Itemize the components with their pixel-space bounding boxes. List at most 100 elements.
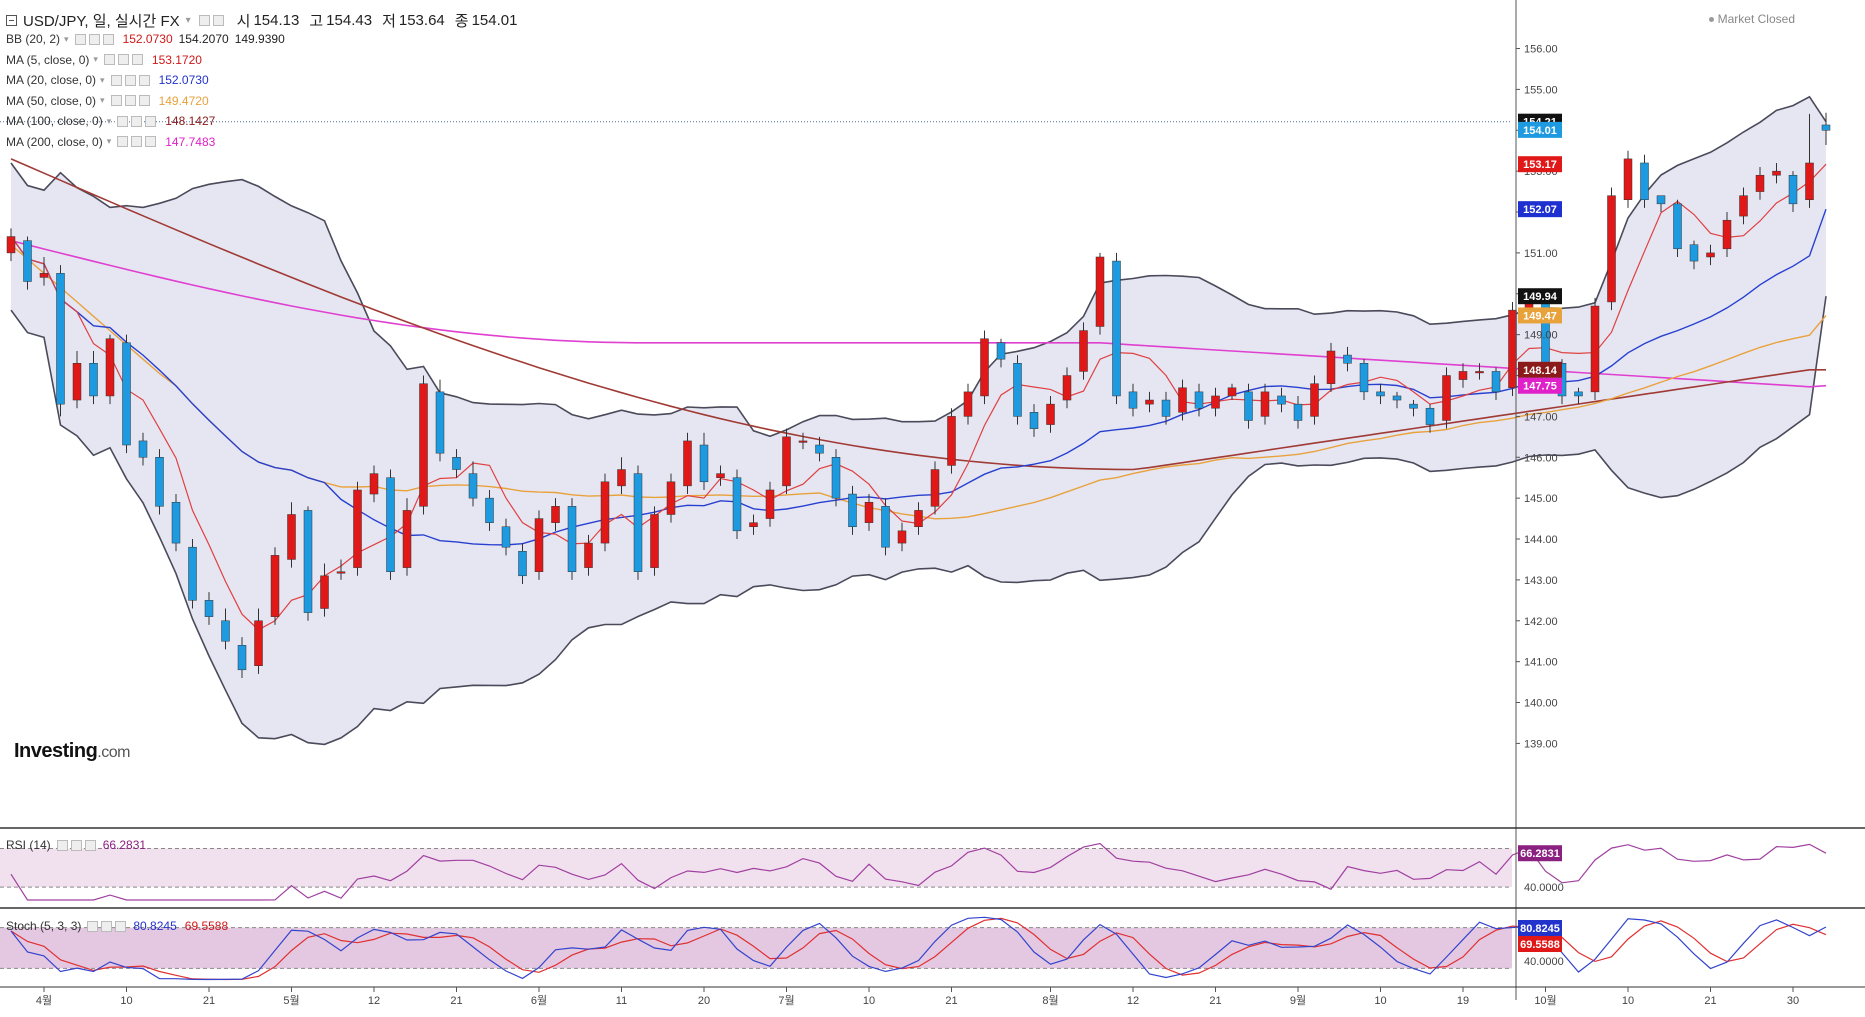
close-icon[interactable] <box>131 54 143 65</box>
settings-icon[interactable] <box>74 33 86 45</box>
visibility-icon[interactable] <box>124 95 136 106</box>
candle <box>1788 171 1798 213</box>
settings-icon[interactable] <box>198 15 210 26</box>
legend-label[interactable]: MA (20, close, 0) <box>6 73 97 87</box>
close-icon[interactable] <box>145 115 157 127</box>
candle <box>1029 404 1039 437</box>
settings-icon[interactable] <box>110 95 122 106</box>
candle-body <box>1425 407 1435 425</box>
low-label: 저 <box>382 13 396 30</box>
candle-body <box>1211 395 1220 409</box>
candle <box>716 465 725 486</box>
legend-label[interactable]: MA (100, close, 0) <box>6 114 103 128</box>
close-icon[interactable] <box>115 920 127 932</box>
chevron-down-icon[interactable]: ▾ <box>100 74 105 85</box>
legend-row[interactable]: MA (5, close, 0) ▾ 153.1720 <box>6 53 202 67</box>
settings-icon[interactable] <box>117 115 129 127</box>
visibility-icon[interactable] <box>124 74 136 86</box>
candle-body <box>534 518 544 572</box>
close-icon[interactable] <box>138 74 150 86</box>
visibility-icon[interactable] <box>131 136 143 147</box>
close-icon[interactable] <box>138 95 150 106</box>
legend-label[interactable]: MA (200, close, 0) <box>6 134 103 149</box>
close-icon[interactable] <box>84 839 96 851</box>
candle-body <box>1689 244 1699 262</box>
candle-body <box>386 477 395 572</box>
candle-body <box>501 526 511 548</box>
chevron-down-icon[interactable]: ▾ <box>93 54 98 64</box>
legend-row[interactable]: MA (50, close, 0) ▾ 149.4720 <box>6 94 209 108</box>
visibility-icon[interactable] <box>101 920 113 932</box>
candle-body <box>963 391 973 417</box>
candle <box>567 498 577 580</box>
candle-body <box>1656 195 1666 205</box>
candle <box>39 256 49 286</box>
stoch-label[interactable]: Stoch (5, 3, 3) <box>6 919 82 933</box>
settings-icon[interactable] <box>110 74 122 86</box>
ma100-line <box>10 158 1826 471</box>
legend-row[interactable]: MA (20, close, 0) ▾ 152.0730 <box>6 73 209 87</box>
collapse-icon[interactable] <box>6 15 17 26</box>
visibility-icon[interactable] <box>131 115 143 127</box>
price-label-bg <box>1518 121 1562 138</box>
legend-row[interactable]: MA (100, close, 0) ▾ 148.1427 <box>6 114 215 128</box>
chevron-down-icon[interactable]: ▾ <box>106 115 112 126</box>
candle <box>1013 355 1022 425</box>
settings-icon[interactable] <box>56 839 68 851</box>
candle-body <box>369 473 379 495</box>
close-icon[interactable] <box>145 136 157 147</box>
close-label: 종 <box>454 13 469 30</box>
legend-label[interactable]: MA (5, close, 0) <box>6 52 90 67</box>
x-tick-label: 20 <box>698 995 710 1007</box>
chevron-down-icon[interactable]: ▾ <box>185 15 191 26</box>
chevron-down-icon[interactable]: ▾ <box>100 95 105 105</box>
price-label-text: 149.94 <box>1523 291 1558 303</box>
chevron-down-icon[interactable]: ▾ <box>64 33 69 44</box>
candle <box>402 498 412 576</box>
candle-body <box>1805 162 1814 201</box>
price-label-text: 153.17 <box>1523 159 1557 171</box>
rsi-panel: 40.0000 66.2831 <box>0 842 1827 901</box>
candle-body <box>518 551 527 577</box>
candle <box>1755 167 1765 200</box>
settings-icon[interactable] <box>103 54 115 65</box>
price-label-text: 147.75 <box>1523 381 1557 393</box>
x-tick-label: 10 <box>1374 995 1386 1007</box>
y-tick-label: 151.00 <box>1524 248 1558 260</box>
legend-label[interactable]: MA (50, close, 0) <box>6 93 97 108</box>
visibility-icon[interactable] <box>88 33 100 45</box>
chevron-down-icon[interactable]: ▾ <box>106 136 112 146</box>
visibility-icon[interactable] <box>117 54 129 65</box>
x-tick-label: 21 <box>450 995 462 1007</box>
candle-body <box>666 481 676 515</box>
candle <box>270 547 280 625</box>
candle <box>188 539 197 609</box>
legend-row[interactable]: MA (200, close, 0) ▾ 147.7483 <box>6 135 215 149</box>
x-tick-label: 9월 <box>1290 994 1306 1007</box>
candle <box>947 408 956 474</box>
visibility-icon[interactable] <box>70 839 82 851</box>
price-label-bg <box>1518 156 1562 173</box>
legend-value: 149.9390 <box>234 32 285 46</box>
y-tick-label: 149.00 <box>1524 330 1558 342</box>
rsi-label[interactable]: RSI (14) <box>6 838 51 852</box>
candle-body <box>914 510 923 528</box>
x-tick-label: 10 <box>863 995 875 1007</box>
legend-row[interactable]: BB (20, 2) ▾ 152.0730 154.2070 149.9390 <box>6 32 285 46</box>
candle <box>468 461 478 507</box>
close-icon[interactable] <box>102 33 114 45</box>
candle-body <box>1161 399 1171 417</box>
y-tick-label: 146.00 <box>1524 452 1558 464</box>
settings-icon[interactable] <box>87 920 99 932</box>
settings-icon[interactable] <box>117 136 129 147</box>
candle <box>897 522 907 552</box>
legend-label[interactable]: BB (20, 2) <box>6 32 61 46</box>
symbol-title[interactable]: USD/JPY, 일, 실시간 FX <box>23 13 180 30</box>
candle <box>1079 322 1088 380</box>
chart-title-row: USD/JPY, 일, 실시간 FX ▾ 시 154.13 고 154.43 저… <box>6 10 517 31</box>
candle-body <box>1755 174 1765 192</box>
x-tick-label: 11 <box>616 995 627 1007</box>
candle-body <box>1376 391 1385 397</box>
visibility-icon[interactable] <box>212 15 224 26</box>
